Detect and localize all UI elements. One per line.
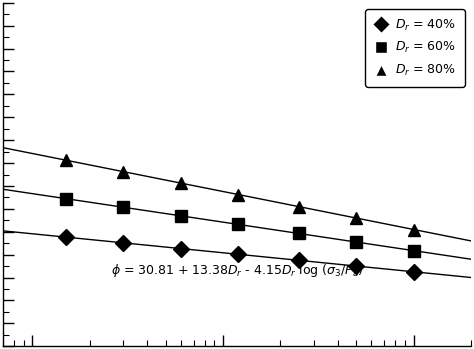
Legend: $\mathit{D}_\mathit{r}$ = 40%, $\mathit{D}_\mathit{r}$ = 60%, $\mathit{D}_\mathi: $\mathit{D}_\mathit{r}$ = 40%, $\mathit{… [365, 9, 465, 87]
Text: $\phi$ = 30.81 + 13.38$\mathit{D}_\mathit{r}$ - 4.15$\mathit{D}_\mathit{r}$ log : $\phi$ = 30.81 + 13.38$\mathit{D}_\mathi… [110, 262, 364, 279]
